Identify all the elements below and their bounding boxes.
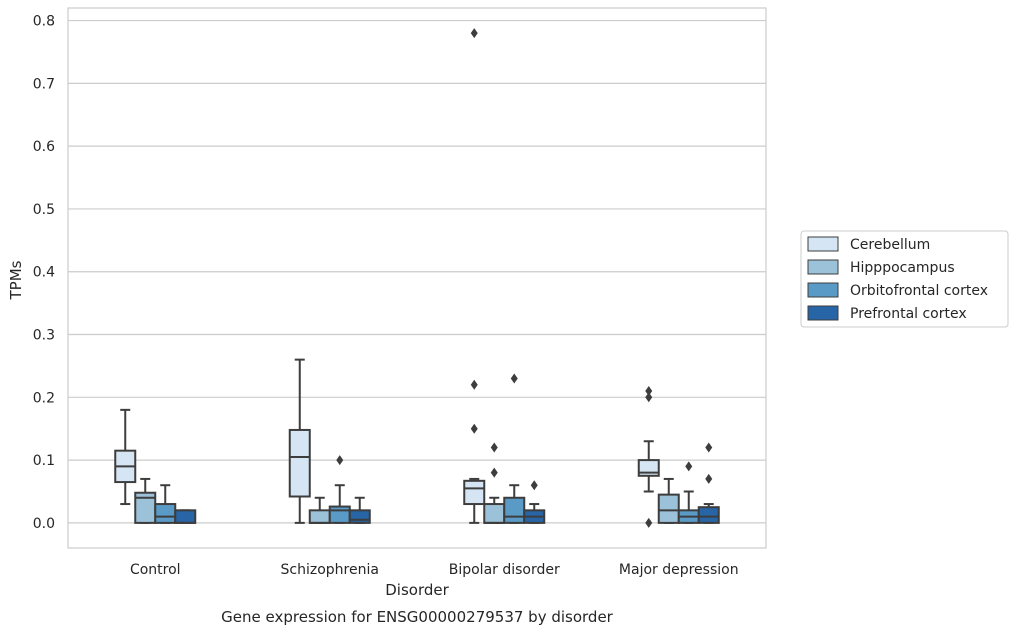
box-body <box>697 506 720 524</box>
outlier-point <box>470 379 478 390</box>
box-body <box>483 503 506 524</box>
legend: Cerebellum Hipppocampus Orbitofrontal cort… <box>800 230 1009 328</box>
box-body <box>174 509 197 524</box>
outlier-point <box>470 28 478 39</box>
y-tick-label: 0.0 <box>33 516 55 532</box>
box <box>154 484 177 524</box>
chart-title: Gene expression for ENSG00000279537 by d… <box>221 608 614 626</box>
legend-entry: Hipppocampus <box>807 259 955 276</box>
y-tick-label: 0.4 <box>33 265 55 281</box>
outlier-point <box>705 442 713 453</box>
outlier-point <box>705 473 713 484</box>
outlier-point <box>685 461 693 472</box>
box <box>697 442 720 524</box>
legend-items: Cerebellum Hipppocampus Orbitofrontal cort… <box>807 236 988 322</box>
box-body <box>348 509 371 524</box>
x-tick-label: Major depression <box>619 562 739 578</box>
outlier-point <box>645 517 653 528</box>
box <box>523 480 546 524</box>
legend-entry: Orbitofrontal cortex <box>807 282 988 299</box>
box-body <box>463 479 486 506</box>
plot-frame <box>67 7 767 549</box>
y-tick-label: 0.5 <box>33 202 55 218</box>
box <box>174 509 197 524</box>
legend-label: Prefrontal cortex <box>850 306 967 322</box>
legend-swatch <box>807 305 839 321</box>
x-tick-label: Bipolar disorder <box>449 562 560 578</box>
box-body <box>328 505 351 524</box>
box-series <box>114 28 720 528</box>
legend-swatch <box>807 236 839 252</box>
box-body <box>503 496 526 524</box>
legend-frame <box>800 230 1009 328</box>
box <box>308 496 331 524</box>
legend-label: Hipppocampus <box>850 260 955 276</box>
x-tick-label: Control <box>130 562 181 578</box>
box <box>503 373 526 524</box>
y-axis-label: TPMs <box>7 260 25 300</box>
legend-label: Orbitofrontal cortex <box>850 283 988 299</box>
box <box>483 442 506 524</box>
legend-label: Cerebellum <box>850 237 930 253</box>
outlier-point <box>510 373 518 384</box>
y-tick-label: 0.8 <box>33 14 55 30</box>
y-tick-label: 0.6 <box>33 139 55 155</box>
outlier-point <box>530 480 538 491</box>
box <box>328 455 351 524</box>
box <box>657 477 680 524</box>
legend-swatch <box>807 259 839 275</box>
legend-entry: Cerebellum <box>807 236 930 253</box>
outlier-point <box>490 442 498 453</box>
x-axis-label: Disorder <box>385 581 449 599</box>
box <box>348 496 371 524</box>
grid-lines <box>68 19 766 524</box>
box-body <box>657 493 680 524</box>
y-tick-label: 0.3 <box>33 328 55 344</box>
legend-entry: Prefrontal cortex <box>807 305 967 322</box>
box <box>288 358 311 524</box>
outlier-point <box>645 392 653 403</box>
box-body <box>308 509 331 524</box>
y-axis-ticks: 0.0 0.1 0.2 0.3 0.4 0.5 0.6 0.7 0.8 <box>33 14 55 532</box>
y-tick-label: 0.7 <box>33 76 55 92</box>
y-tick-label: 0.1 <box>33 453 55 469</box>
box-body <box>154 503 177 524</box>
series-hipppocampus <box>134 442 680 524</box>
box <box>134 477 157 524</box>
y-tick-label: 0.2 <box>33 390 55 406</box>
box <box>463 28 486 524</box>
series-cerebellum <box>114 28 660 528</box>
outlier-point <box>336 455 344 466</box>
outlier-point <box>470 423 478 434</box>
legend-swatch <box>807 282 839 298</box>
box <box>677 461 700 524</box>
outlier-point <box>645 386 653 397</box>
series-prefrontal-cortex <box>174 442 720 524</box>
series-orbitofrontal-cortex <box>154 373 700 524</box>
box <box>637 386 660 528</box>
box-body <box>288 428 311 498</box>
outlier-point <box>490 467 498 478</box>
box <box>114 408 137 506</box>
x-tick-label: Schizophrenia <box>281 562 379 578</box>
x-axis-ticks: Control Schizophrenia Bipolar disorder Majo… <box>130 562 739 578</box>
